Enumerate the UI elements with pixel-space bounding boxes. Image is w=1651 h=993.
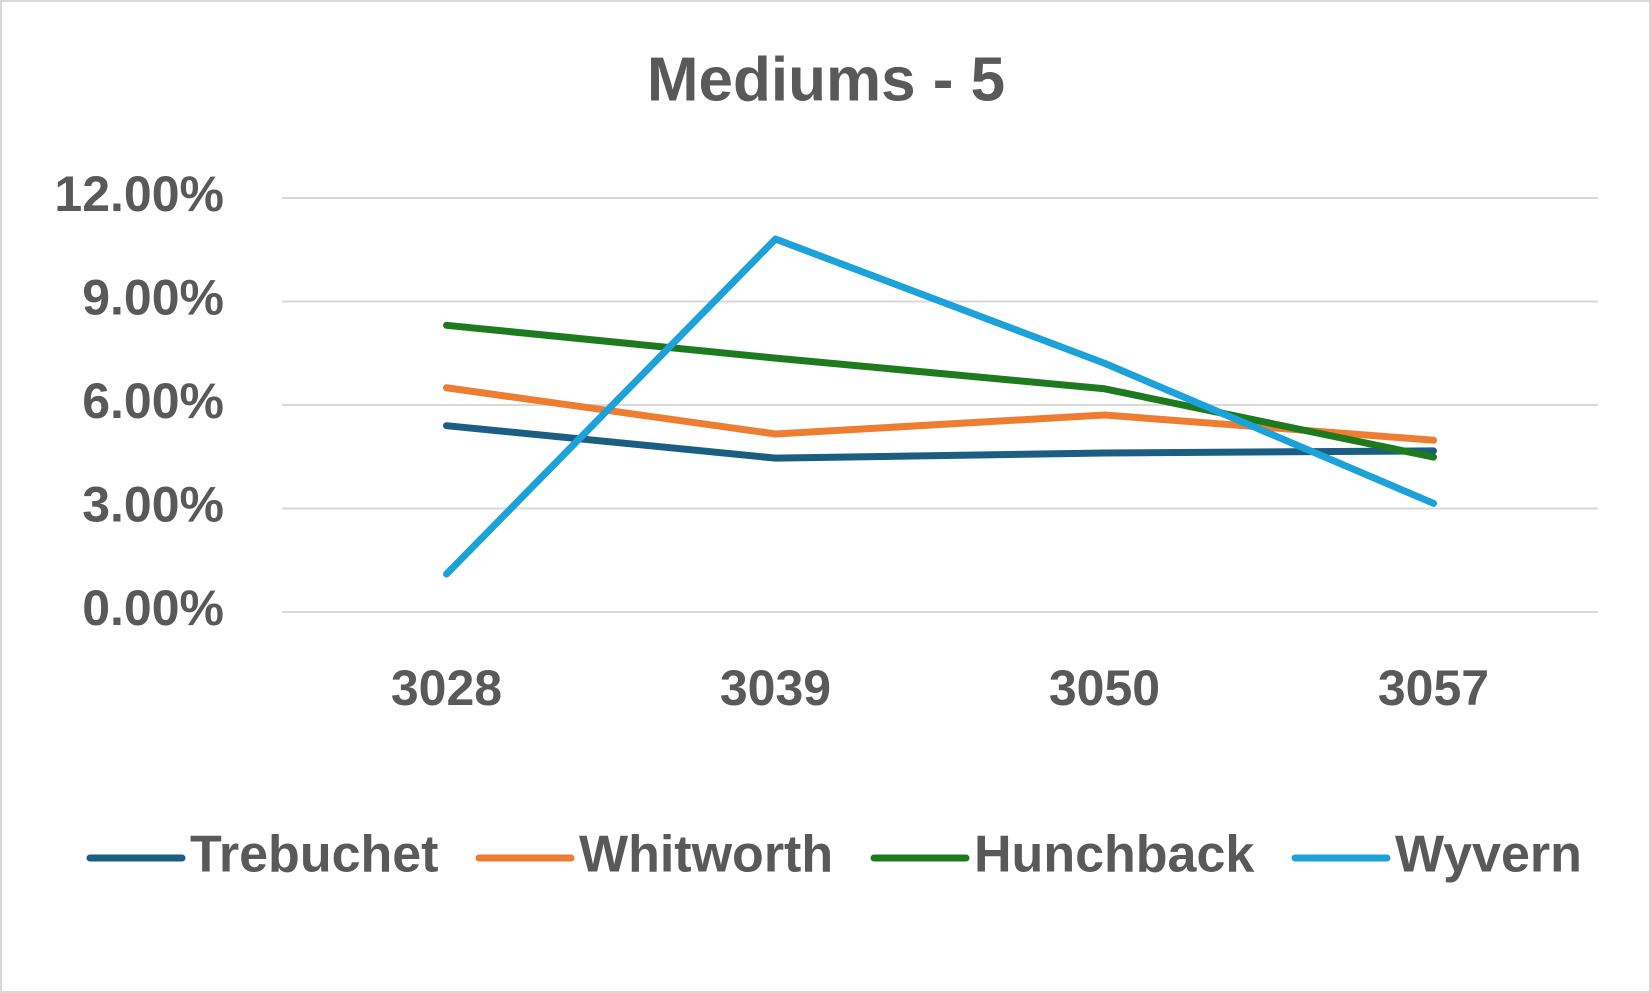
- y-tick-label: 3.00%: [82, 477, 224, 533]
- chart-title: Mediums - 5: [647, 45, 1005, 114]
- series-line: [443, 235, 1437, 578]
- x-tick-label: 3028: [391, 660, 502, 716]
- legend-label: Wyvern: [1395, 826, 1582, 884]
- x-tick-label: 3057: [1378, 660, 1489, 716]
- series-line: [443, 422, 1437, 462]
- legend-label: Trebuchet: [190, 826, 439, 884]
- y-tick-label: 0.00%: [82, 580, 224, 636]
- x-tick-label: 3039: [720, 660, 831, 716]
- legend-label: Whitworth: [579, 826, 833, 884]
- x-tick-label: 3050: [1049, 660, 1160, 716]
- y-tick-label: 9.00%: [82, 270, 224, 326]
- y-tick-label: 12.00%: [54, 166, 224, 222]
- legend-label: Hunchback: [974, 826, 1254, 884]
- series-line: [443, 321, 1437, 461]
- y-tick-label: 6.00%: [82, 373, 224, 429]
